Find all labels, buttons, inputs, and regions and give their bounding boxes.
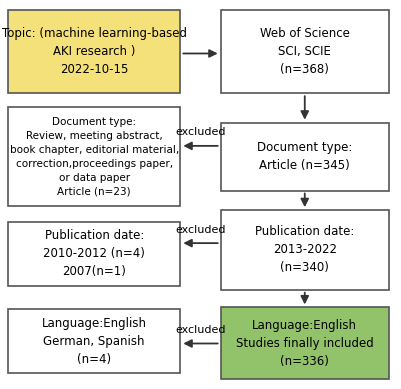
Text: Language:English
Studies finally included
(n=336): Language:English Studies finally include… [236, 319, 374, 368]
FancyBboxPatch shape [221, 210, 389, 290]
Text: Topic: (machine learning-based
AKI research )
2022-10-15: Topic: (machine learning-based AKI resea… [2, 27, 187, 76]
FancyBboxPatch shape [8, 107, 180, 206]
FancyBboxPatch shape [221, 123, 389, 191]
Text: excluded: excluded [175, 325, 226, 335]
Text: Document type:
Review, meeting abstract,
book chapter, editorial material,
corre: Document type: Review, meeting abstract,… [10, 117, 179, 196]
Text: Language:English
German, Spanish
(n=4): Language:English German, Spanish (n=4) [42, 317, 147, 366]
Text: Document type:
Article (n=345): Document type: Article (n=345) [257, 141, 352, 172]
FancyBboxPatch shape [8, 222, 180, 286]
FancyBboxPatch shape [8, 10, 180, 93]
FancyBboxPatch shape [221, 307, 389, 379]
Text: excluded: excluded [175, 224, 226, 235]
FancyBboxPatch shape [221, 10, 389, 93]
FancyBboxPatch shape [8, 309, 180, 373]
Text: Web of Science
SCI, SCIE
(n=368): Web of Science SCI, SCIE (n=368) [260, 27, 350, 76]
Text: Publication date:
2013-2022
(n=340): Publication date: 2013-2022 (n=340) [255, 226, 354, 274]
Text: excluded: excluded [175, 127, 226, 137]
Text: Publication date:
2010-2012 (n=4)
2007(n=1): Publication date: 2010-2012 (n=4) 2007(n… [43, 230, 145, 278]
